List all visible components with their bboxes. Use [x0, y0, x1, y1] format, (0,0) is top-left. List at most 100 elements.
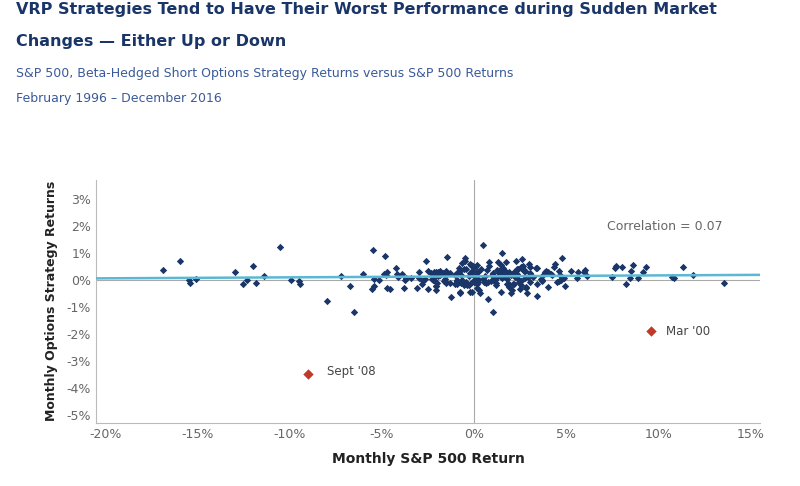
- Point: [396, 270, 409, 278]
- Point: [524, 278, 537, 286]
- Point: [490, 281, 502, 289]
- Point: [465, 261, 478, 269]
- Point: [443, 279, 456, 287]
- Point: [523, 260, 536, 268]
- Point: [558, 274, 571, 282]
- Point: [443, 269, 456, 277]
- Point: [472, 286, 485, 294]
- Point: [477, 275, 490, 282]
- Text: Mar '00: Mar '00: [666, 325, 710, 337]
- Point: [546, 271, 558, 278]
- Point: [515, 255, 528, 263]
- Text: VRP Strategies Tend to Have Their Worst Performance during Sudden Market: VRP Strategies Tend to Have Their Worst …: [16, 2, 717, 17]
- Point: [540, 267, 553, 275]
- Point: [624, 267, 637, 275]
- Point: [488, 276, 501, 284]
- Point: [639, 263, 652, 271]
- Point: [518, 267, 531, 275]
- Point: [454, 288, 466, 296]
- Point: [520, 283, 533, 291]
- Point: [458, 265, 470, 273]
- Point: [518, 275, 531, 282]
- Point: [523, 269, 536, 277]
- Point: [430, 279, 443, 287]
- Point: [578, 266, 591, 274]
- Point: [450, 277, 463, 285]
- Point: [240, 276, 253, 284]
- Point: [497, 264, 510, 272]
- Point: [538, 268, 551, 276]
- Point: [430, 287, 443, 295]
- Point: [460, 278, 473, 286]
- Point: [506, 286, 518, 294]
- Point: [379, 272, 392, 279]
- Point: [453, 264, 466, 272]
- Point: [174, 257, 186, 264]
- Point: [470, 278, 482, 286]
- Point: [500, 273, 513, 280]
- Point: [471, 268, 484, 276]
- Point: [484, 277, 497, 284]
- Point: [577, 268, 590, 276]
- Point: [482, 295, 494, 303]
- Point: [335, 272, 348, 280]
- Point: [507, 280, 520, 288]
- Point: [426, 276, 438, 283]
- Point: [534, 275, 547, 282]
- Point: [548, 263, 561, 271]
- Point: [389, 264, 402, 272]
- Point: [718, 279, 730, 287]
- Point: [434, 267, 446, 275]
- Point: [381, 268, 394, 276]
- Point: [381, 284, 394, 292]
- Point: [463, 260, 476, 268]
- Point: [481, 266, 494, 274]
- Point: [478, 273, 491, 280]
- Point: [502, 268, 515, 276]
- Point: [495, 261, 508, 269]
- Point: [466, 289, 478, 296]
- Point: [449, 271, 462, 279]
- Point: [486, 271, 498, 279]
- Point: [236, 280, 249, 288]
- Point: [520, 284, 533, 292]
- Point: [456, 259, 469, 267]
- Point: [439, 268, 452, 276]
- Point: [472, 278, 485, 286]
- Point: [508, 273, 521, 281]
- Point: [450, 269, 463, 277]
- Point: [422, 285, 434, 293]
- Point: [454, 272, 467, 279]
- Point: [404, 274, 417, 282]
- Point: [530, 280, 543, 288]
- Point: [419, 258, 432, 265]
- Point: [530, 292, 543, 300]
- Point: [471, 280, 484, 288]
- Point: [490, 274, 502, 282]
- Text: S&P 500, Beta-Hedged Short Options Strategy Returns versus S&P 500 Returns: S&P 500, Beta-Hedged Short Options Strat…: [16, 67, 514, 80]
- Point: [472, 276, 485, 284]
- Point: [470, 261, 483, 269]
- Point: [542, 283, 554, 291]
- Point: [565, 267, 578, 275]
- Point: [439, 279, 452, 287]
- Point: [542, 268, 554, 276]
- Point: [615, 263, 628, 271]
- Point: [450, 269, 463, 277]
- Point: [502, 283, 515, 291]
- Point: [430, 282, 442, 290]
- Point: [500, 276, 513, 283]
- Point: [250, 279, 262, 287]
- Point: [470, 278, 482, 285]
- Point: [462, 281, 475, 289]
- Point: [514, 285, 526, 293]
- Point: [466, 267, 478, 275]
- Point: [415, 280, 428, 288]
- Point: [466, 262, 479, 270]
- Point: [687, 271, 700, 279]
- Point: [456, 277, 469, 284]
- Point: [445, 293, 458, 301]
- Point: [572, 268, 585, 276]
- Point: [274, 243, 287, 251]
- Point: [504, 271, 517, 279]
